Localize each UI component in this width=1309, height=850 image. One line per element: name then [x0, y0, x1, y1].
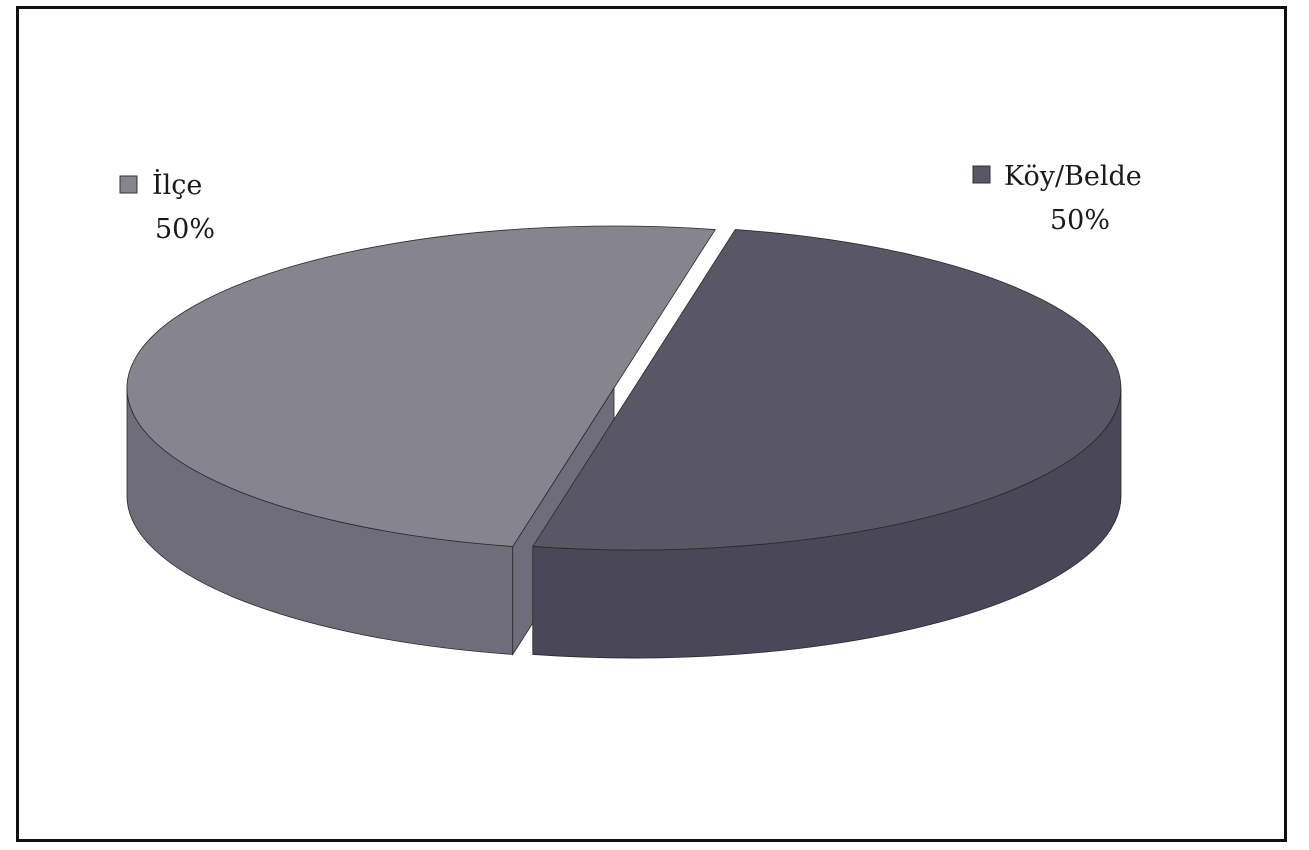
label-ilce: İlçe 50%	[119, 168, 215, 245]
pie-slice-koy-belde	[532, 229, 1122, 659]
pie-slice-ilce-top	[126, 225, 716, 547]
label-koy-belde: Köy/Belde 50%	[972, 161, 1142, 236]
legend-swatch-koy-belde	[972, 165, 991, 184]
label-koy-belde-name: Köy/Belde	[1004, 161, 1142, 192]
label-ilce-name: İlçe	[152, 168, 202, 201]
legend-swatch-ilce	[119, 175, 138, 194]
label-ilce-value: 50%	[155, 214, 215, 245]
pie-slice-koy-belde-top	[532, 229, 1122, 551]
label-koy-belde-value: 50%	[1050, 205, 1110, 236]
